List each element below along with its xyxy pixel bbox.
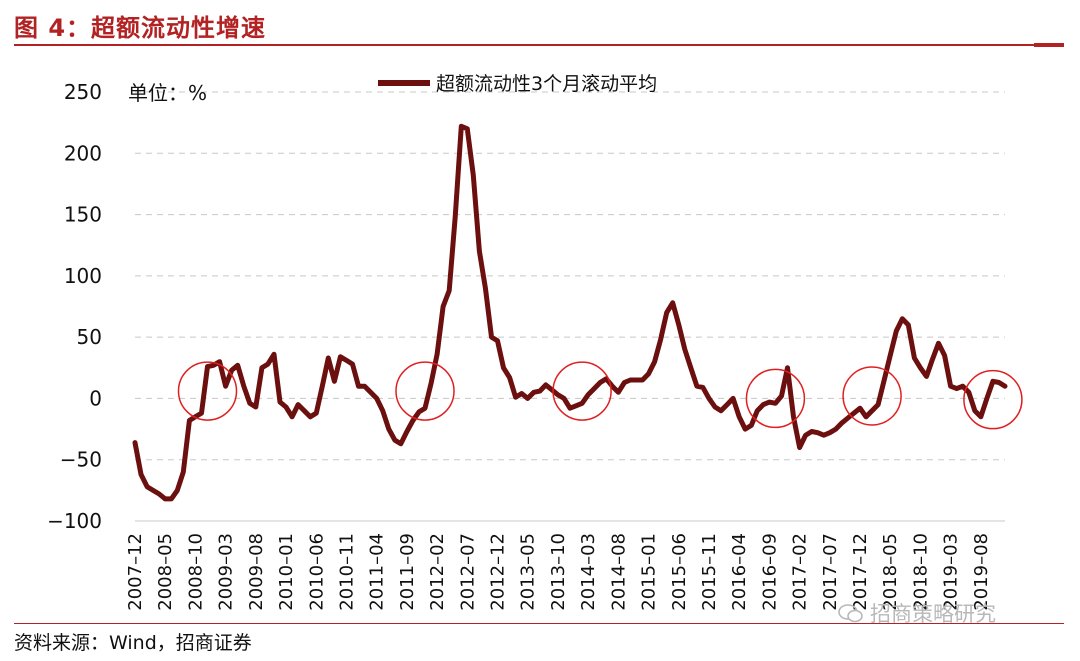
x-tick-label: 2017–12 bbox=[850, 533, 871, 611]
highlight-circle bbox=[552, 361, 612, 421]
highlight-circle bbox=[963, 369, 1023, 430]
highlight-circle bbox=[177, 361, 238, 421]
legend-label: 超额流动性3个月滚动平均 bbox=[436, 73, 657, 95]
wechat-icon bbox=[838, 604, 863, 623]
x-tick-label: 2017–02 bbox=[790, 533, 811, 611]
x-tick-label: 2018–05 bbox=[880, 533, 901, 611]
x-tick-label: 2008–10 bbox=[185, 533, 206, 611]
x-tick-label: 2015–01 bbox=[639, 533, 660, 611]
y-tick-label: 150 bbox=[64, 203, 102, 227]
y-tick-label: −50 bbox=[60, 448, 102, 472]
x-tick-label: 2013–10 bbox=[548, 533, 569, 611]
figure-title: 图 4：超额流动性增速 bbox=[14, 14, 267, 42]
series-layer bbox=[132, 123, 1008, 502]
x-tick-label: 2010–06 bbox=[306, 533, 327, 611]
x-tick-label: 2008–05 bbox=[155, 533, 176, 611]
x-tick-label: 2009–08 bbox=[246, 533, 267, 611]
x-tick-labels: 2007–12 2008–05 2008–10 2009–03 2009–08 2010–… bbox=[125, 533, 992, 611]
footer-rule bbox=[14, 623, 1064, 624]
y-tick-label: 50 bbox=[77, 325, 102, 349]
x-tick-label: 2016–09 bbox=[759, 533, 780, 611]
x-tick-label: 2015–11 bbox=[699, 533, 720, 611]
y-tick-label: 0 bbox=[89, 386, 102, 410]
x-tick-label: 2011–04 bbox=[367, 533, 388, 611]
x-tick-label: 2018–10 bbox=[910, 533, 931, 611]
highlight-circle bbox=[745, 368, 806, 429]
y-tick-labels: −100 −50 0 50 100 150 200 250 bbox=[47, 80, 102, 533]
x-tick-label: 2009–03 bbox=[216, 533, 237, 611]
source-note: 资料来源：Wind，招商证券 bbox=[14, 632, 252, 654]
x-tick-label: 2016–04 bbox=[729, 533, 750, 611]
x-tick-label: 2013–05 bbox=[518, 533, 539, 611]
series-line bbox=[132, 123, 1008, 502]
x-tick-label: 2017–07 bbox=[820, 533, 841, 611]
y-tick-label: 100 bbox=[64, 264, 102, 288]
highlight-circle bbox=[842, 366, 902, 426]
x-tick-label: 2014–03 bbox=[578, 533, 599, 611]
x-tick-label: 2014–08 bbox=[608, 533, 629, 611]
legend: 超额流动性3个月滚动平均 bbox=[378, 73, 657, 95]
highlight-circle bbox=[395, 361, 455, 421]
watermark-text: 招商策略研究 bbox=[870, 602, 996, 626]
unit-label: 单位：% bbox=[128, 81, 207, 105]
x-tick-label: 2015–06 bbox=[669, 533, 690, 611]
title-rule bbox=[14, 44, 1064, 46]
x-tick-label: 2012–12 bbox=[488, 533, 509, 611]
x-tick-label: 2012–07 bbox=[457, 533, 478, 611]
y-tick-label: −100 bbox=[47, 509, 102, 533]
watermark: 招商策略研究 bbox=[838, 598, 996, 628]
y-tick-label: 200 bbox=[64, 141, 102, 165]
y-tick-label: 250 bbox=[64, 80, 102, 104]
highlight-circles bbox=[177, 361, 1023, 430]
title-rule-accent bbox=[1034, 43, 1064, 47]
x-tick-label: 2010–11 bbox=[336, 533, 357, 611]
x-tick-label: 2007–12 bbox=[125, 533, 146, 611]
x-tick-label: 2019–08 bbox=[971, 533, 992, 611]
grid-lines bbox=[135, 91, 1005, 522]
x-tick-label: 2012–02 bbox=[427, 533, 448, 611]
x-tick-label: 2010–01 bbox=[276, 533, 297, 611]
x-tick-label: 2019–03 bbox=[941, 533, 962, 611]
x-tick-label: 2011–09 bbox=[397, 533, 418, 611]
